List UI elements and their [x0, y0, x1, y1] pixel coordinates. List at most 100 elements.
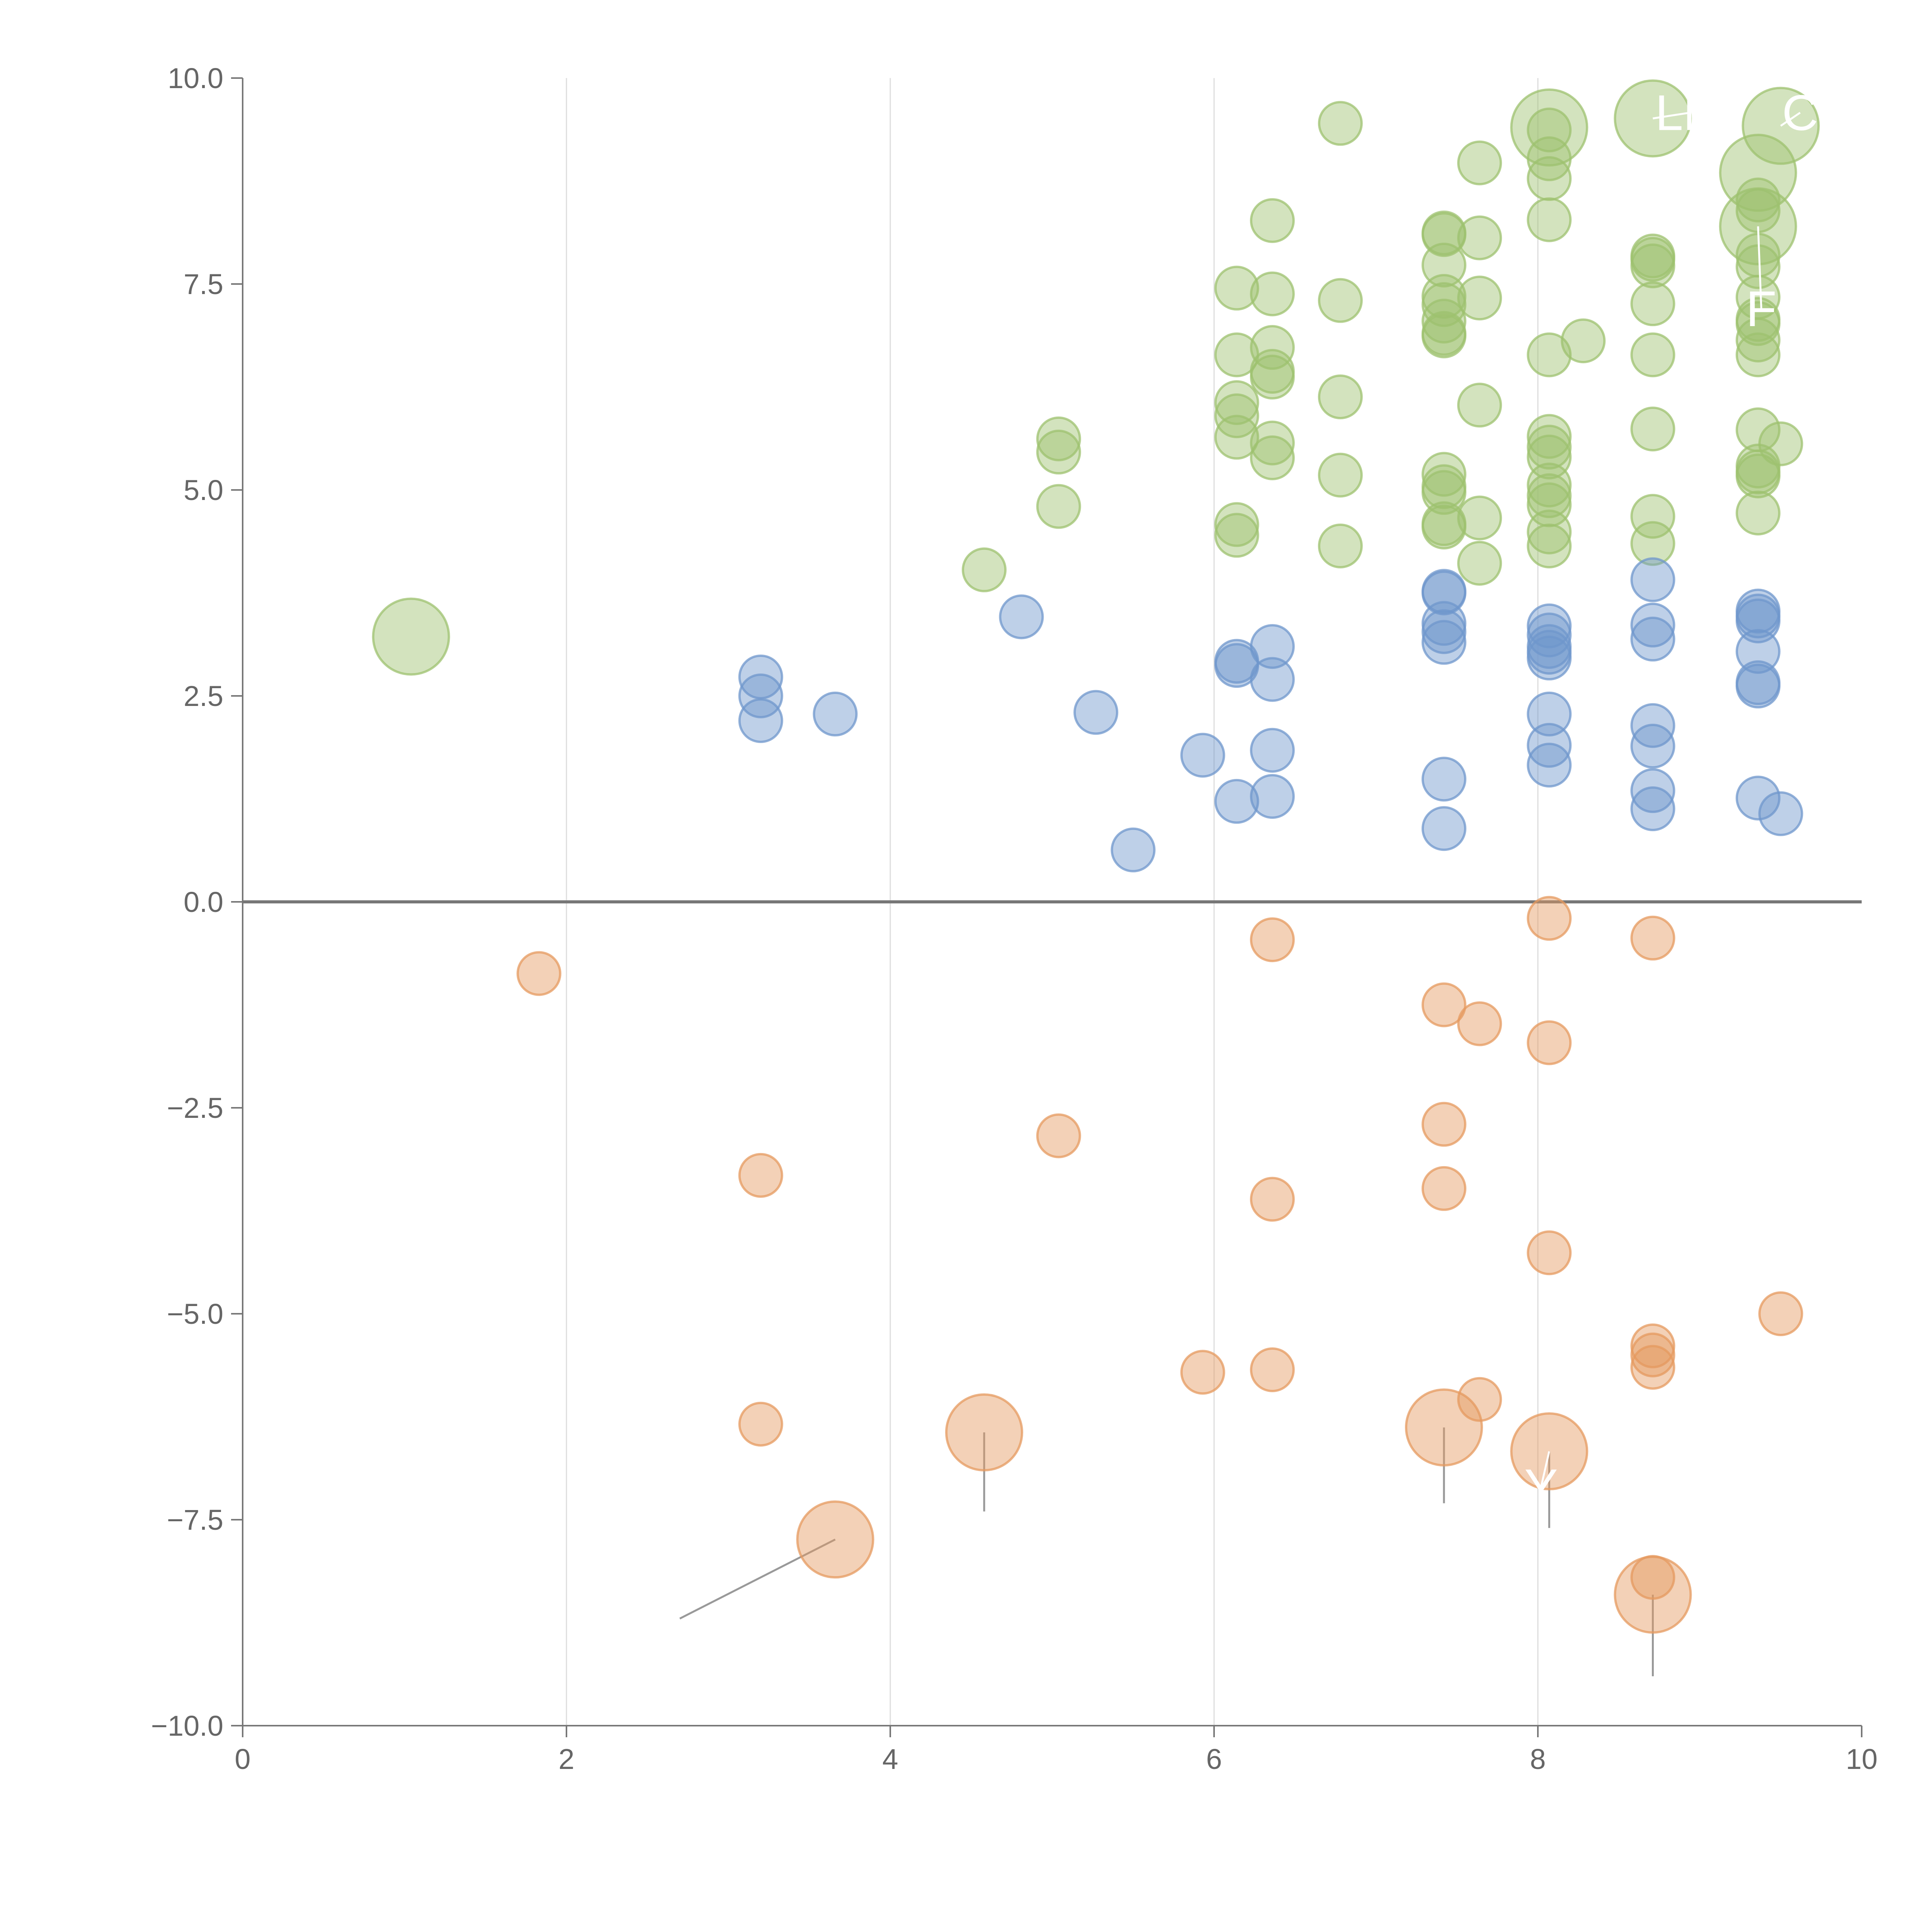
orange-point [1036, 1113, 1081, 1158]
green-point [1421, 242, 1466, 287]
orange-point [1630, 1332, 1675, 1378]
blue-point [1250, 774, 1295, 819]
orange-point [1527, 1020, 1572, 1065]
blue-point [999, 594, 1044, 639]
green-point [1527, 523, 1572, 568]
blue-point [1630, 557, 1675, 602]
orange-point [1527, 896, 1572, 941]
blue-point [1250, 657, 1295, 702]
orange-point [796, 1500, 874, 1579]
blue-point [813, 691, 858, 736]
green-point [1318, 278, 1363, 323]
blue-point [1180, 733, 1225, 778]
x-tick-label: 2 [558, 1743, 574, 1775]
green-point [1421, 452, 1466, 497]
data-points [372, 79, 1820, 1634]
green-point [1036, 429, 1081, 474]
y-tick-label: 7.5 [184, 268, 223, 300]
blue-point [1250, 728, 1295, 773]
orange-point [1180, 1350, 1225, 1395]
green-point [1457, 276, 1502, 321]
green-point [1630, 494, 1675, 539]
orange-point [1421, 1166, 1466, 1211]
green-point [1318, 374, 1363, 420]
x-tick-label: 6 [1206, 1743, 1222, 1775]
blue-point [1214, 643, 1259, 688]
green-point [1527, 156, 1572, 201]
blue-point [1421, 620, 1466, 665]
green-point [1214, 502, 1259, 547]
annotation-connector [1757, 226, 1762, 309]
orange-point [738, 1153, 783, 1198]
green-point [962, 547, 1007, 592]
green-point [1630, 521, 1675, 566]
blue-point [1073, 690, 1119, 735]
green-point [1214, 513, 1259, 558]
orange-point [1630, 1345, 1675, 1390]
y-tick-label: −10.0 [151, 1710, 223, 1742]
green-point [1421, 313, 1466, 359]
green-point [1214, 380, 1259, 425]
orange-point [738, 1401, 783, 1447]
green-point [1036, 416, 1081, 461]
green-point [1457, 541, 1502, 586]
orange-point [1457, 1377, 1502, 1422]
green-point [1735, 490, 1781, 536]
orange-point [1758, 1291, 1803, 1336]
green-point [1735, 332, 1781, 378]
green-point [1421, 298, 1466, 344]
green-point [1527, 136, 1572, 181]
green-point [1735, 317, 1781, 362]
blue-point [1111, 827, 1156, 872]
y-tick-label: −7.5 [167, 1504, 223, 1536]
annotation-connector [1653, 112, 1690, 119]
blue-point [1527, 743, 1572, 788]
green-point [1250, 271, 1295, 316]
green-point [1735, 301, 1781, 346]
green-point [1250, 198, 1295, 243]
blue-point [1630, 616, 1675, 662]
green-point [1318, 523, 1363, 568]
green-point [1036, 484, 1081, 529]
green-point [1457, 140, 1502, 185]
y-tick-label: −5.0 [167, 1298, 223, 1330]
green-point [1527, 332, 1572, 378]
green-point [1510, 88, 1588, 167]
green-point [1421, 504, 1466, 549]
green-point [1630, 332, 1675, 378]
x-tick-label: 0 [235, 1743, 250, 1775]
green-point [1630, 281, 1675, 327]
orange-point [1250, 1347, 1295, 1392]
blue-point [1527, 635, 1572, 680]
annotation-label: C [1782, 85, 1818, 141]
green-point [1421, 470, 1466, 515]
x-tick-label: 10 [1846, 1743, 1878, 1775]
blue-point [1735, 598, 1781, 643]
green-point [1250, 435, 1295, 480]
orange-point [1527, 1230, 1572, 1276]
y-tick-label: 5.0 [184, 474, 223, 506]
x-tick-label: 8 [1530, 1743, 1546, 1775]
blue-point [1421, 806, 1466, 851]
orange-point [1250, 917, 1295, 963]
blue-point [1421, 609, 1466, 654]
blue-point [1421, 570, 1466, 616]
green-point [1527, 197, 1572, 242]
green-point [1630, 406, 1675, 452]
green-point [1758, 421, 1803, 466]
orange-point [516, 951, 561, 996]
blue-point [738, 673, 783, 718]
orange-point [1421, 1102, 1466, 1147]
annotation-label: Y [1524, 1459, 1558, 1515]
green-point [1630, 243, 1675, 289]
green-point [1735, 453, 1781, 498]
orange-point [1630, 915, 1675, 961]
orange-point [1421, 982, 1466, 1027]
blue-point [1250, 624, 1295, 669]
green-point [1318, 101, 1363, 146]
green-point [1250, 420, 1295, 466]
green-point [1457, 215, 1502, 260]
axes-layer: 10.0 7.5 5.0 2.5 0.0 −2.5 −5.0 −7.5 −10.0 0 2 4 6 8 10 [151, 62, 1878, 1775]
blue-point [1758, 791, 1803, 836]
